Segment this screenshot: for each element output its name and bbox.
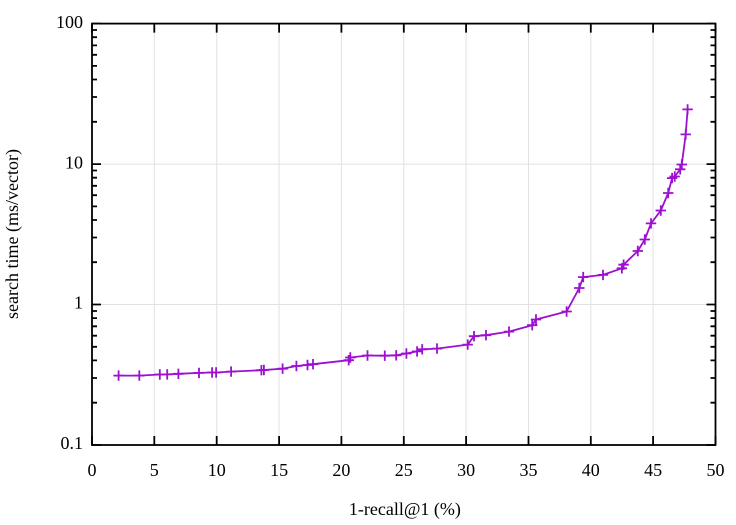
svg-text:20: 20 bbox=[332, 460, 350, 480]
svg-text:15: 15 bbox=[270, 460, 288, 480]
svg-text:25: 25 bbox=[395, 460, 413, 480]
svg-text:45: 45 bbox=[644, 460, 662, 480]
svg-text:5: 5 bbox=[150, 460, 159, 480]
svg-text:search time (ms/vector): search time (ms/vector) bbox=[2, 149, 23, 319]
svg-text:30: 30 bbox=[457, 460, 475, 480]
svg-text:100: 100 bbox=[56, 12, 83, 32]
svg-text:10: 10 bbox=[208, 460, 226, 480]
svg-text:40: 40 bbox=[582, 460, 600, 480]
svg-text:35: 35 bbox=[520, 460, 538, 480]
svg-text:1-recall@1 (%): 1-recall@1 (%) bbox=[349, 499, 461, 520]
svg-text:50: 50 bbox=[707, 460, 725, 480]
svg-text:1: 1 bbox=[74, 293, 83, 313]
svg-text:0: 0 bbox=[88, 460, 97, 480]
svg-text:0.1: 0.1 bbox=[61, 433, 84, 453]
svg-text:10: 10 bbox=[65, 152, 83, 172]
